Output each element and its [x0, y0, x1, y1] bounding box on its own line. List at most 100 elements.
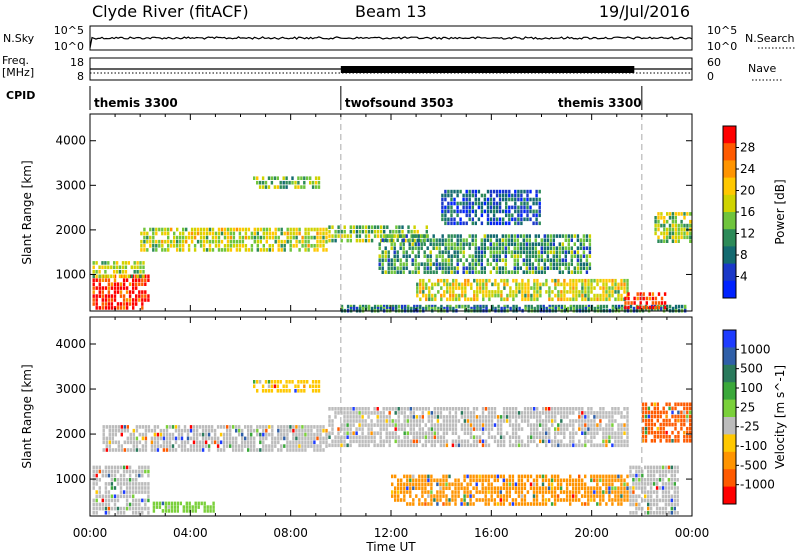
range-gate-cell	[560, 293, 563, 298]
range-gate-cell	[602, 482, 605, 487]
range-gate-cell	[292, 425, 295, 429]
range-gate-cell	[419, 286, 422, 290]
range-gate-cell	[590, 431, 593, 435]
range-gate-cell	[117, 440, 120, 445]
range-gate-cell	[593, 278, 596, 283]
range-gate-cell	[639, 301, 642, 305]
range-gate-cell	[457, 419, 461, 423]
range-gate-cell	[520, 494, 524, 498]
range-gate-cell	[557, 439, 560, 444]
time-tick-label: 00:00	[675, 526, 710, 540]
range-gate-cell	[469, 498, 472, 502]
range-gate-cell	[301, 432, 304, 437]
range-gate-cell	[476, 306, 479, 311]
range-gate-cell	[382, 439, 385, 444]
range-gate-cell	[510, 254, 513, 258]
range-gate-cell	[428, 278, 431, 283]
range-gate-cell	[529, 209, 532, 214]
range-gate-cell	[349, 439, 352, 444]
range-gate-cell	[644, 478, 647, 482]
range-gate-cell	[520, 419, 524, 423]
range-gate-cell	[414, 254, 417, 258]
range-gate-cell	[126, 440, 129, 445]
range-gate-cell	[502, 474, 505, 479]
range-gate-cell	[442, 486, 445, 490]
range-gate-cell	[575, 304, 578, 309]
range-gate-cell	[487, 431, 491, 435]
range-gate-cell	[173, 509, 176, 513]
colorbar-swatch	[723, 382, 736, 401]
range-gate-cell	[484, 439, 488, 444]
range-gate-cell	[393, 250, 396, 254]
range-gate-cell	[117, 425, 120, 429]
range-gate-cell	[487, 478, 490, 483]
range-gate-cell	[391, 419, 394, 423]
range-gate-cell	[534, 250, 537, 254]
range-gate-cell	[107, 265, 110, 270]
range-gate-cell	[485, 290, 488, 294]
range-gate-cell	[458, 286, 461, 290]
range-gate-cell	[530, 304, 533, 309]
range-gate-cell	[659, 414, 662, 419]
range-gate-cell	[536, 286, 539, 290]
range-gate-cell	[617, 443, 620, 448]
range-gate-cell	[553, 474, 557, 479]
range-gate-cell	[502, 217, 505, 222]
range-gate-cell	[110, 473, 114, 478]
range-gate-cell	[549, 250, 552, 254]
range-gate-cell	[546, 242, 549, 246]
range-gate-cell	[149, 227, 152, 232]
y-tick-label: 3000	[55, 382, 86, 396]
range-gate-cell	[414, 242, 417, 246]
range-gate-cell	[226, 436, 229, 441]
range-gate-cell	[527, 290, 530, 294]
range-gate-cell	[559, 490, 563, 494]
range-gate-cell	[575, 431, 578, 435]
range-gate-cell	[629, 465, 632, 470]
range-gate-cell	[110, 506, 114, 511]
range-gate-cell	[555, 250, 558, 254]
range-gate-cell	[487, 419, 491, 423]
range-gate-cell	[660, 239, 663, 243]
range-gate-cell	[405, 254, 408, 258]
range-gate-cell	[361, 419, 364, 423]
range-gate-cell	[575, 486, 578, 490]
range-gate-cell	[512, 297, 515, 302]
range-gate-cell	[467, 304, 470, 309]
range-gate-cell	[295, 428, 298, 433]
range-gate-cell	[635, 482, 638, 486]
range-gate-cell	[443, 290, 446, 294]
range-gate-cell	[486, 258, 489, 262]
range-gate-cell	[492, 258, 495, 262]
range-gate-cell	[244, 425, 247, 429]
range-gate-cell	[138, 486, 141, 490]
range-gate-cell	[147, 469, 150, 474]
range-gate-cell	[107, 465, 111, 470]
range-gate-cell	[608, 498, 611, 502]
range-gate-cell	[505, 415, 509, 419]
range-gate-cell	[424, 490, 427, 494]
range-gate-cell	[328, 419, 331, 423]
range-gate-cell	[620, 443, 623, 448]
range-gate-cell	[567, 250, 570, 254]
range-gate-cell	[268, 425, 271, 429]
range-gate-cell	[485, 293, 488, 298]
range-gate-cell	[447, 246, 450, 250]
range-gate-cell	[502, 494, 505, 498]
range-gate-cell	[471, 221, 474, 226]
range-gate-cell	[147, 482, 150, 486]
range-gate-cell	[223, 235, 227, 240]
range-gate-cell	[427, 427, 430, 431]
range-gate-cell	[620, 431, 623, 435]
range-gate-cell	[128, 294, 132, 298]
range-gate-cell	[349, 229, 352, 234]
range-gate-cell	[680, 426, 683, 431]
range-gate-cell	[280, 244, 283, 248]
range-gate-cell	[495, 242, 498, 246]
range-gate-cell	[585, 254, 589, 258]
range-gate-cell	[502, 486, 505, 490]
range-gate-cell	[104, 274, 107, 279]
range-gate-cell	[468, 254, 471, 258]
range-gate-cell	[502, 221, 505, 226]
range-gate-cell	[614, 435, 617, 439]
